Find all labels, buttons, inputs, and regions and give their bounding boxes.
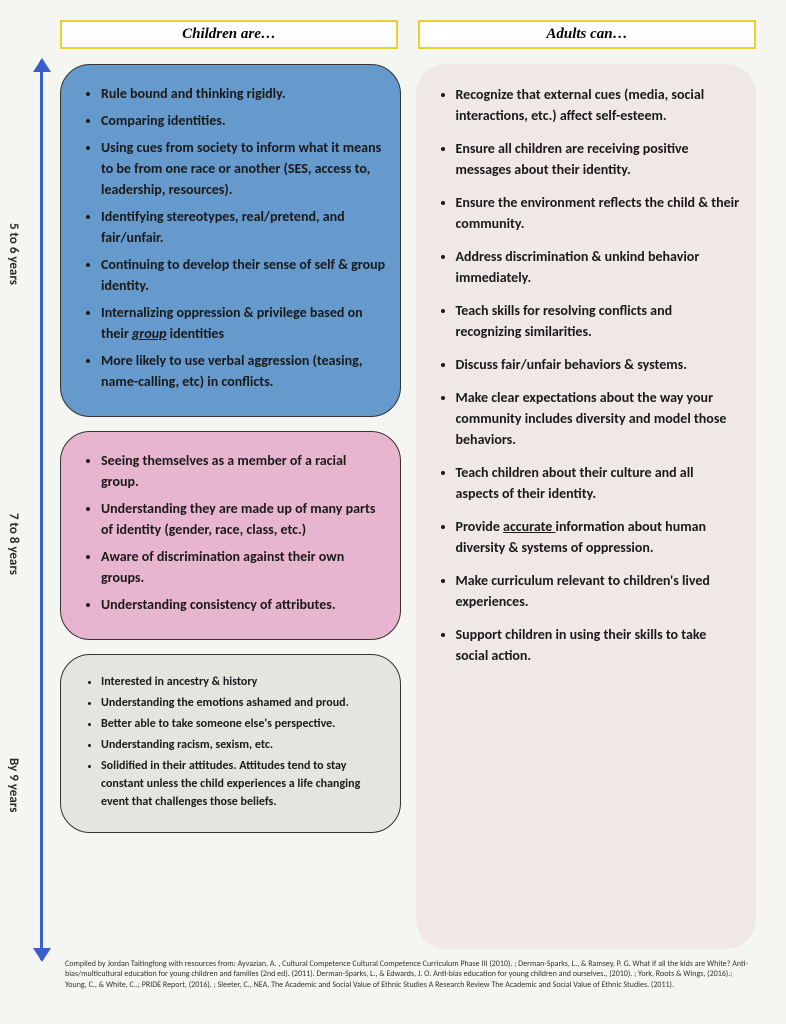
list-item: Teach skills for resolving conflicts and…	[456, 300, 741, 342]
axis-label-9: By 9 years	[6, 750, 21, 820]
list-item: Interested in ancestry & history	[101, 673, 386, 691]
text-underline: group	[132, 325, 166, 342]
arrow-down-icon	[33, 948, 51, 962]
list-item: Make clear expectations about the way yo…	[456, 387, 741, 450]
header-adults: Adults can…	[418, 20, 756, 49]
list-item: Comparing identities.	[101, 110, 386, 131]
arrow-line	[40, 60, 43, 960]
list-item: Aware of discrimination against their ow…	[101, 546, 386, 588]
box-adults: Recognize that external cues (media, soc…	[416, 64, 757, 949]
list-item: Using cues from society to inform what i…	[101, 137, 386, 200]
list-item: Seeing themselves as a member of a racia…	[101, 450, 386, 492]
list-item: Understanding they are made up of many p…	[101, 498, 386, 540]
box-9-years: Interested in ancestry & history Underst…	[60, 654, 401, 833]
list-item: Rule bound and thinking rigidly.	[101, 83, 386, 104]
list-item: Support children in using their skills t…	[456, 624, 741, 666]
list-item: Better able to take someone else's persp…	[101, 715, 386, 733]
list-item: Understanding the emotions ashamed and p…	[101, 694, 386, 712]
children-column: Rule bound and thinking rigidly. Compari…	[60, 64, 401, 949]
text: Provide	[456, 518, 504, 535]
list-item: Recognize that external cues (media, soc…	[456, 84, 741, 126]
main-content: Rule bound and thinking rigidly. Compari…	[60, 64, 756, 949]
list-item: Discuss fair/unfair behaviors & systems.	[456, 354, 741, 375]
list-item: Internalizing oppression & privilege bas…	[101, 302, 386, 344]
list-item: Ensure the environment reflects the chil…	[456, 192, 741, 234]
adults-column: Recognize that external cues (media, soc…	[416, 64, 757, 949]
list-item: Teach children about their culture and a…	[456, 462, 741, 504]
axis-label-5-6: 5 to 6 years	[6, 215, 21, 293]
list-item: Make curriculum relevant to children's l…	[456, 570, 741, 612]
list-item: Identifying stereotypes, real/pretend, a…	[101, 206, 386, 248]
header-children: Children are…	[60, 20, 398, 49]
text-underline: accurate	[503, 518, 556, 535]
box-7-8-years: Seeing themselves as a member of a racia…	[60, 431, 401, 640]
list-item: Provide accurate information about human…	[456, 516, 741, 558]
text: identities	[166, 325, 224, 342]
box-5-6-years: Rule bound and thinking rigidly. Compari…	[60, 64, 401, 417]
axis-label-7-8: 7 to 8 years	[6, 505, 21, 583]
list-item: More likely to use verbal aggression (te…	[101, 350, 386, 392]
list-item: Solidified in their attitudes. Attitudes…	[101, 757, 386, 811]
list-item: Ensure all children are receiving positi…	[456, 138, 741, 180]
list-item: Continuing to develop their sense of sel…	[101, 254, 386, 296]
list-item: Understanding consistency of attributes.	[101, 594, 386, 615]
citation-text: Compiled by Jordan Taitingfong with reso…	[60, 959, 756, 990]
timeline-arrow: 5 to 6 years 7 to 8 years By 9 years	[28, 60, 58, 960]
list-item: Understanding racism, sexism, etc.	[101, 736, 386, 754]
list-item: Address discrimination & unkind behavior…	[456, 246, 741, 288]
column-headers: Children are… Adults can…	[60, 20, 756, 49]
